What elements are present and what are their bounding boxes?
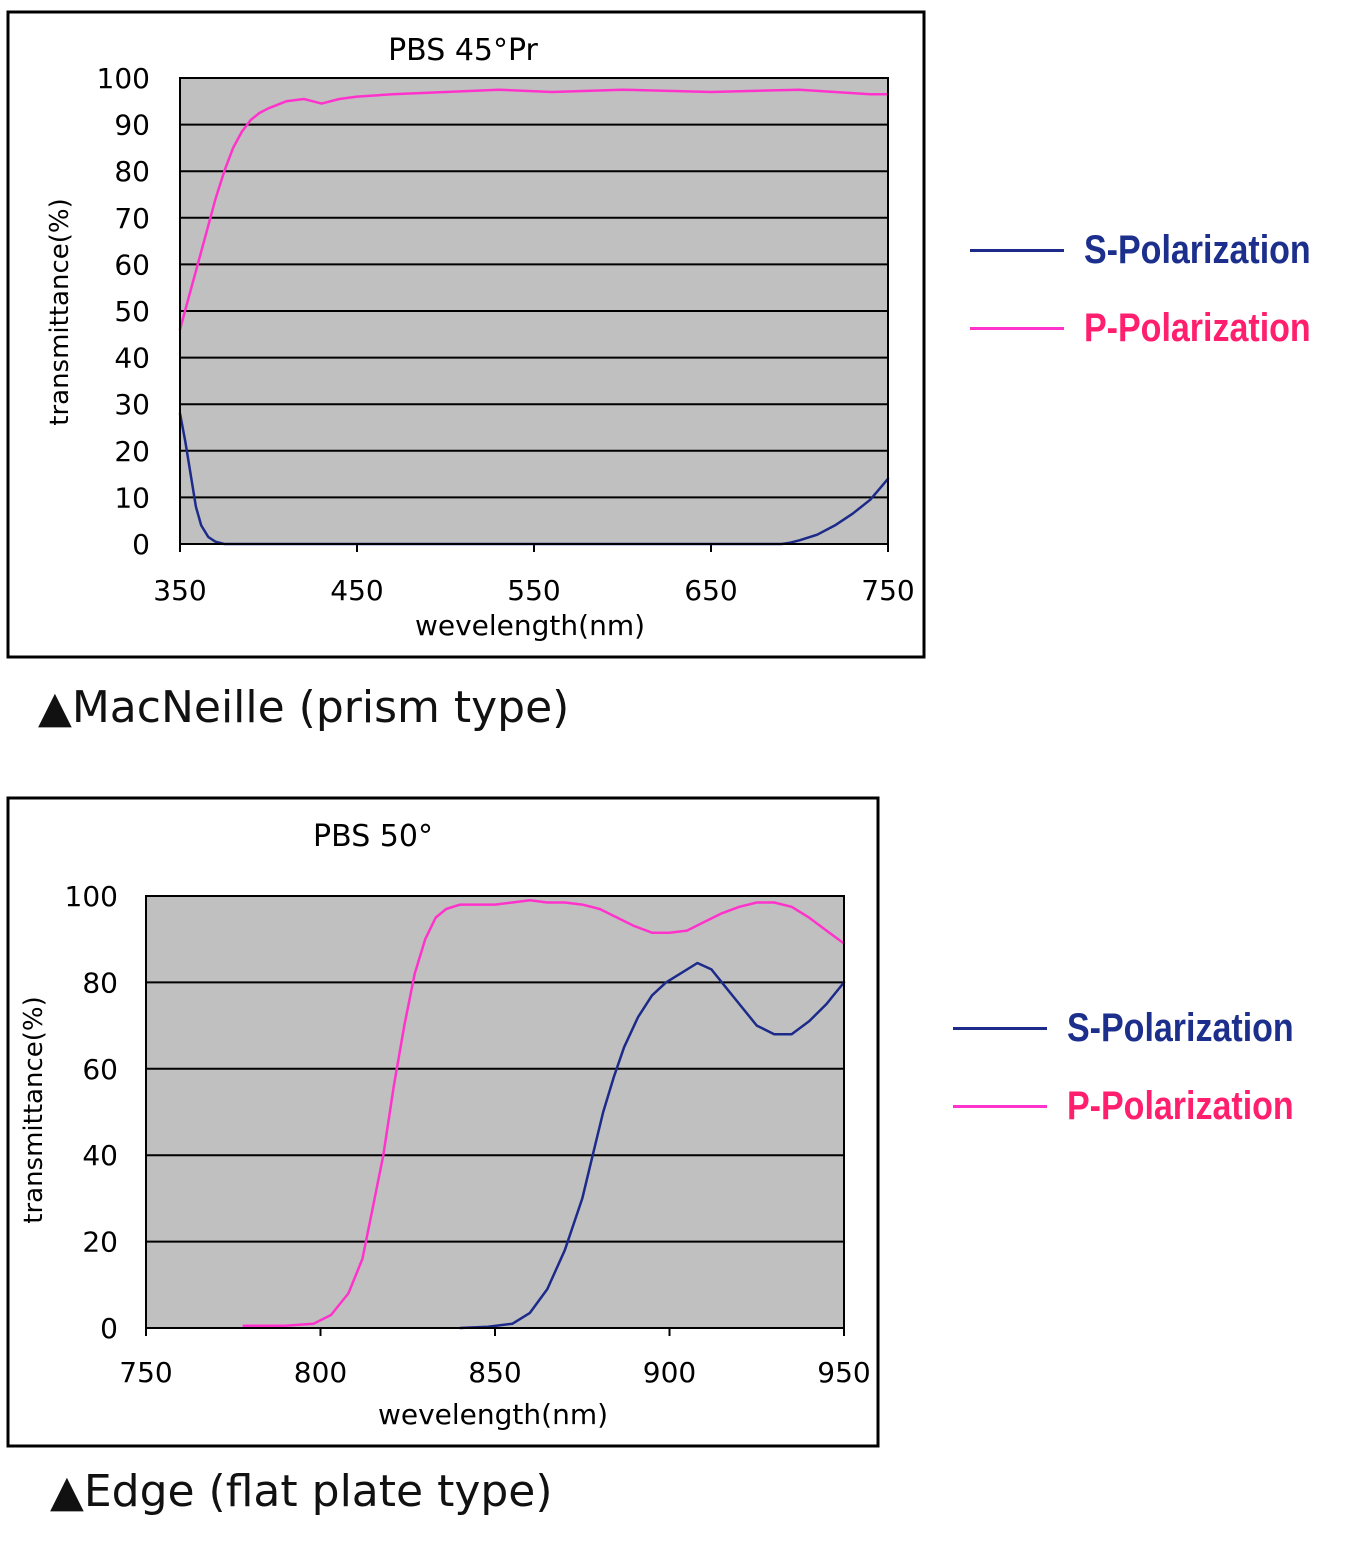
y-tick-label: 10 xyxy=(114,481,150,514)
legend-item-p: P-Polarization xyxy=(953,1084,1334,1129)
x-tick-label: 750 xyxy=(861,574,914,607)
legend-swatch-s xyxy=(970,249,1064,252)
plot-border xyxy=(145,895,845,1329)
x-axis-label: wevelength(nm) xyxy=(415,609,645,642)
x-tick-label: 350 xyxy=(153,574,206,607)
y-tick-label: 20 xyxy=(82,1226,118,1259)
legend-swatch-p xyxy=(953,1105,1047,1108)
x-tick-label: 650 xyxy=(684,574,737,607)
y-tick-label: 40 xyxy=(82,1139,118,1172)
legend-label-s: S-Polarization xyxy=(1084,228,1311,272)
x-axis-label: wevelength(nm) xyxy=(378,1398,608,1431)
y-tick-label: 100 xyxy=(97,62,150,95)
legend-item-s: S-Polarization xyxy=(953,1006,1334,1051)
x-tick-label: 550 xyxy=(507,574,560,607)
x-tick-label: 950 xyxy=(817,1356,870,1389)
chart-title: PBS 45°Pr xyxy=(388,33,538,68)
series-line-p-polarization xyxy=(178,88,890,331)
legend-item-s: S-Polarization xyxy=(970,228,1351,273)
x-tick-label: 900 xyxy=(643,1356,696,1389)
y-tick-label: 20 xyxy=(114,435,150,468)
x-tick-label: 450 xyxy=(330,574,383,607)
y-tick-label: 80 xyxy=(114,155,150,188)
x-tick-label: 750 xyxy=(119,1356,172,1389)
x-tick-label: 850 xyxy=(468,1356,521,1389)
y-tick-label: 60 xyxy=(114,248,150,281)
y-tick-label: 80 xyxy=(82,966,118,999)
legend-label-p: P-Polarization xyxy=(1084,306,1311,350)
plot-area xyxy=(146,896,844,1328)
y-axis-label: transmittance(%) xyxy=(19,996,49,1223)
y-tick-label: 50 xyxy=(114,295,150,328)
y-tick-label: 90 xyxy=(114,109,150,142)
y-axis-label: transmittance(%) xyxy=(45,198,75,425)
y-tick-label: 60 xyxy=(82,1053,118,1086)
x-tick-label: 800 xyxy=(294,1356,347,1389)
legend-label-p: P-Polarization xyxy=(1067,1084,1294,1128)
legend-swatch-p xyxy=(970,327,1064,330)
y-tick-label: 30 xyxy=(114,388,150,421)
y-tick-label: 0 xyxy=(132,528,150,561)
caption-prism: ▲MacNeille (prism type) xyxy=(38,682,570,733)
chart-title: PBS 50° xyxy=(313,819,433,854)
series-line-s-polarization xyxy=(458,961,846,1330)
y-tick-label: 40 xyxy=(114,342,150,375)
series-line-p-polarization xyxy=(242,899,846,1328)
legend-label-s: S-Polarization xyxy=(1067,1006,1294,1050)
legend-swatch-s xyxy=(953,1027,1047,1030)
y-tick-label: 100 xyxy=(65,880,118,913)
caption-flat-plate: ▲Edge (flat plate type) xyxy=(50,1466,553,1517)
y-tick-label: 70 xyxy=(114,202,150,235)
y-tick-label: 0 xyxy=(100,1312,118,1345)
plot-border xyxy=(179,77,889,545)
legend-item-p: P-Polarization xyxy=(970,306,1351,351)
